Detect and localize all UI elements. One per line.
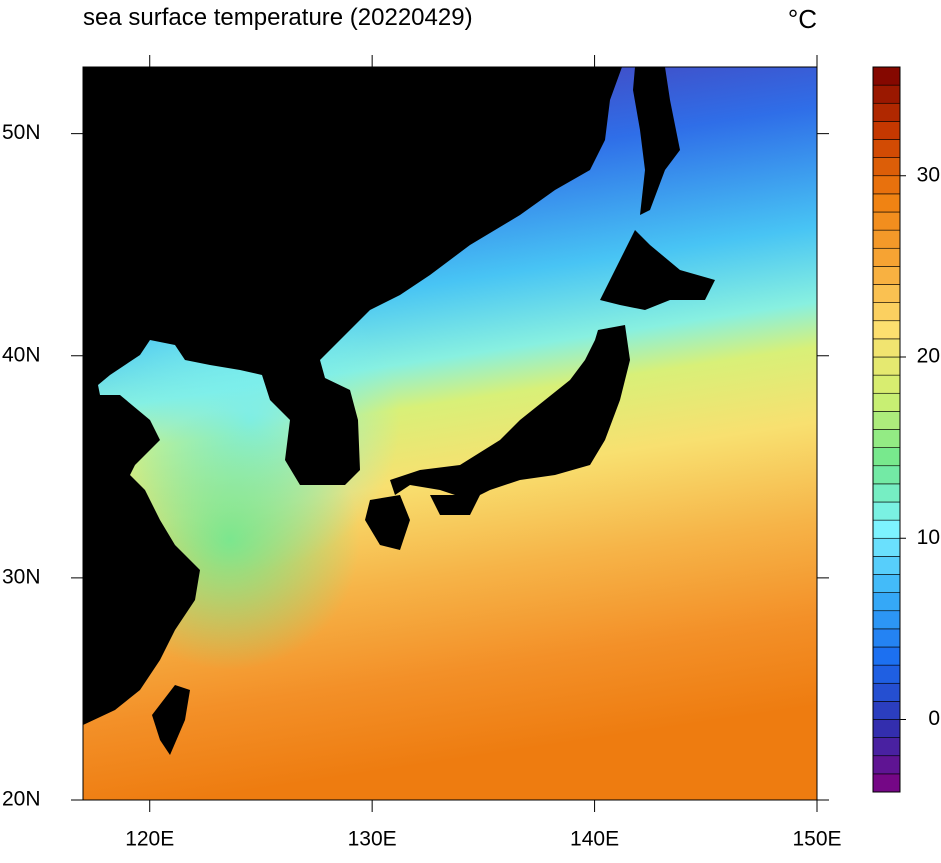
- y-tick-label: 50N: [2, 121, 41, 144]
- colorbar-box: [872, 193, 901, 213]
- colorbar-box: [872, 610, 901, 630]
- x-tick-label: 150E: [792, 828, 841, 851]
- shikoku: [430, 495, 480, 515]
- colorbar-box: [872, 338, 901, 358]
- axes: 120E 130E 140E 150E 20N 30N 40N 50N: [2, 55, 842, 851]
- colorbar-box: [872, 501, 901, 521]
- colorbar-box: [872, 102, 901, 122]
- colorbar-label: 20: [917, 345, 940, 368]
- colorbar-box: [872, 66, 901, 86]
- taiwan: [152, 685, 190, 755]
- colorbar-box: [872, 701, 901, 720]
- colorbar-label: 30: [917, 163, 940, 186]
- colorbar-box: [872, 121, 901, 140]
- colorbar-box: [872, 411, 901, 430]
- colorbar-box: [872, 556, 901, 575]
- colorbar-box: [872, 392, 901, 412]
- colorbar-box: [872, 592, 901, 612]
- colorbar-label: 10: [917, 526, 940, 549]
- unit: °C: [788, 4, 817, 34]
- colorbar-box: [872, 139, 901, 158]
- colorbar-box: [872, 574, 901, 593]
- colorbar-box: [872, 175, 901, 195]
- y-tick-label: 40N: [2, 343, 41, 366]
- colorbar-box: [872, 356, 901, 376]
- colorbar-box: [872, 429, 901, 448]
- colorbar-box: [872, 320, 901, 340]
- colorbar-box: [872, 465, 901, 485]
- colorbar: 0 10 20 30: [872, 66, 940, 793]
- land: [83, 67, 715, 755]
- colorbar-box: [872, 719, 901, 738]
- colorbar-box: [872, 302, 901, 322]
- colorbar-box: [872, 519, 901, 539]
- title: sea surface temperature (20220429): [83, 4, 473, 31]
- honshu: [390, 325, 630, 500]
- colorbar-box: [872, 755, 901, 775]
- colorbar-box: [872, 84, 901, 104]
- colorbar-box: [872, 737, 901, 757]
- colorbar-box: [872, 447, 901, 467]
- colorbar-box: [872, 157, 901, 177]
- continent: [83, 67, 622, 725]
- colorbar-box: [872, 682, 901, 702]
- colorbar-box: [872, 229, 901, 249]
- colorbar-box: [872, 374, 901, 394]
- kyushu: [365, 495, 410, 550]
- colorbar-box: [872, 483, 901, 503]
- colorbar-box: [872, 628, 901, 648]
- colorbar-frame: [872, 66, 901, 793]
- x-tick-label: 130E: [348, 828, 397, 851]
- colorbar-box: [872, 247, 901, 267]
- colorbar-box: [872, 266, 901, 285]
- colorbar-box: [872, 537, 901, 557]
- colorbar-label: 0: [928, 707, 940, 730]
- map-area: [83, 67, 817, 800]
- colorbar-box: [872, 773, 901, 793]
- hokkaido: [600, 230, 715, 310]
- colorbar-box: [872, 211, 901, 231]
- colorbar-box: [872, 664, 901, 684]
- x-tick-label: 120E: [125, 828, 174, 851]
- x-tick-label: 140E: [570, 828, 619, 851]
- y-tick-label: 30N: [2, 565, 41, 588]
- colorbar-box: [872, 284, 901, 303]
- colorbar-box: [872, 646, 901, 666]
- map-frame: [82, 66, 818, 801]
- y-tick-label: 20N: [2, 788, 41, 811]
- sakhalin: [633, 67, 680, 215]
